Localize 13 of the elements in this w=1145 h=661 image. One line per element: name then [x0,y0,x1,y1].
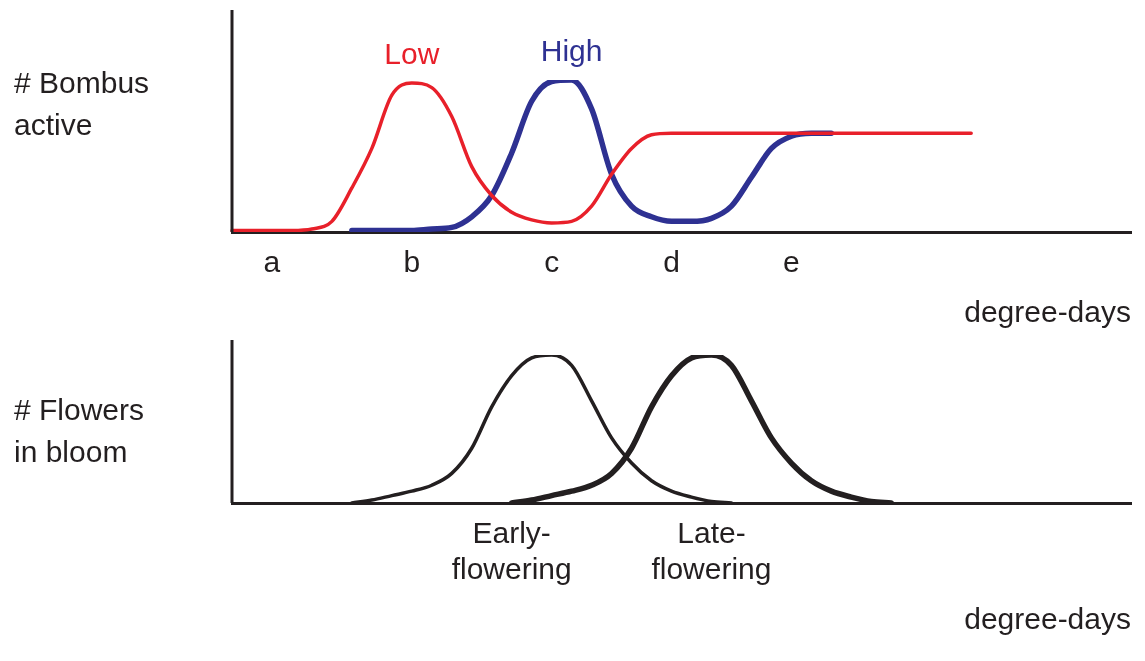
series-label: Low [384,37,440,71]
x-axis-title: degree-days [964,602,1131,636]
x-tick-label: d [663,245,680,279]
series-label: High [540,34,603,68]
y-axis-title: # Bombus active [14,66,150,142]
x-tick-label: Early-flowering [451,516,572,586]
x-tick-label: a [263,245,281,279]
y-axis-title: # Flowers in bloom [14,393,145,469]
x-tick-label: b [403,245,421,279]
x-tick-label: Late-flowering [651,516,772,586]
x-tick-label: e [783,245,800,279]
x-axis-title: degree-days [964,295,1131,329]
x-tick-label: c [544,245,560,279]
